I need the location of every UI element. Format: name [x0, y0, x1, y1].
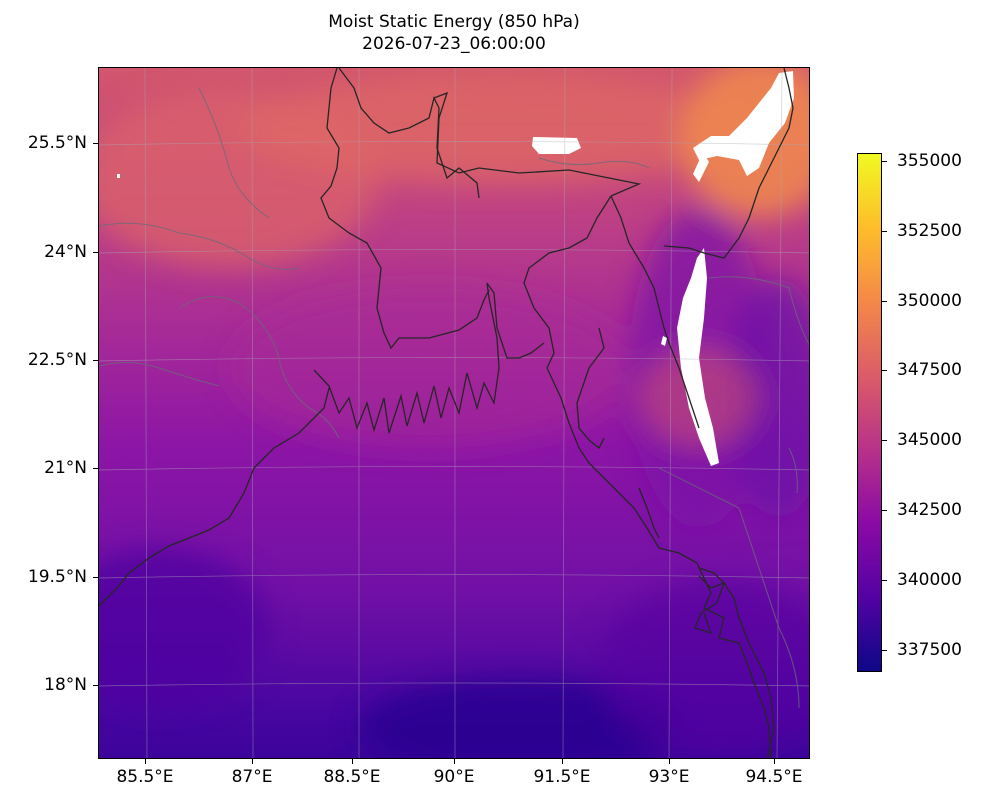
ytick-mark [93, 577, 98, 578]
colorbar-tick-mark [882, 580, 887, 581]
colorbar-tick-label: 347500 [897, 360, 962, 380]
gridlines [99, 68, 809, 758]
xtick-label: 88.5°E [323, 767, 381, 787]
xtick-label: 94.5°E [745, 767, 803, 787]
coastline-and-borders [99, 68, 794, 758]
colorbar-tick-label: 342500 [897, 500, 962, 520]
colorbar [857, 153, 882, 672]
map-title: Moist Static Energy (850 hPa) [328, 12, 580, 32]
xtick-label: 90°E [433, 767, 475, 787]
map-timestamp: 2026-07-23_06:00:00 [362, 34, 546, 54]
colorbar-tick-mark [882, 650, 887, 651]
colorbar-tick-mark [882, 301, 887, 302]
xtick-mark [562, 759, 563, 764]
ytick-mark [93, 252, 98, 253]
ytick-label: 22.5°N [27, 350, 87, 370]
xtick-mark [454, 759, 455, 764]
xtick-mark [145, 759, 146, 764]
ytick-label: 19.5°N [27, 567, 87, 587]
colorbar-tick-mark [882, 161, 887, 162]
ytick-label: 24°N [44, 242, 87, 262]
colorbar-tick-mark [882, 440, 887, 441]
xtick-label: 85.5°E [116, 767, 174, 787]
colorbar-tick-mark [882, 510, 887, 511]
xtick-mark [774, 759, 775, 764]
ytick-mark [93, 685, 98, 686]
ytick-label: 25.5°N [27, 133, 87, 153]
colorbar-tick-label: 340000 [897, 570, 962, 590]
xtick-label: 91.5°E [533, 767, 591, 787]
map-canvas [99, 68, 809, 758]
xtick-label: 87°E [231, 767, 273, 787]
colorbar-tick-label: 350000 [897, 291, 962, 311]
colorbar-tick-mark [882, 370, 887, 371]
xtick-mark [669, 759, 670, 764]
ytick-mark [93, 143, 98, 144]
ytick-mark [93, 468, 98, 469]
map-panel [98, 67, 810, 759]
ytick-label: 21°N [44, 458, 87, 478]
colorbar-tick-mark [882, 231, 887, 232]
colorbar-tick-label: 352500 [897, 221, 962, 241]
missing-data-patches [117, 71, 794, 466]
xtick-label: 93°E [648, 767, 690, 787]
colorbar-tick-label: 337500 [897, 640, 962, 660]
colorbar-tick-label: 345000 [897, 430, 962, 450]
ytick-label: 18°N [44, 675, 87, 695]
colorbar-tick-label: 355000 [897, 151, 962, 171]
xtick-mark [352, 759, 353, 764]
xtick-mark [252, 759, 253, 764]
ytick-mark [93, 360, 98, 361]
